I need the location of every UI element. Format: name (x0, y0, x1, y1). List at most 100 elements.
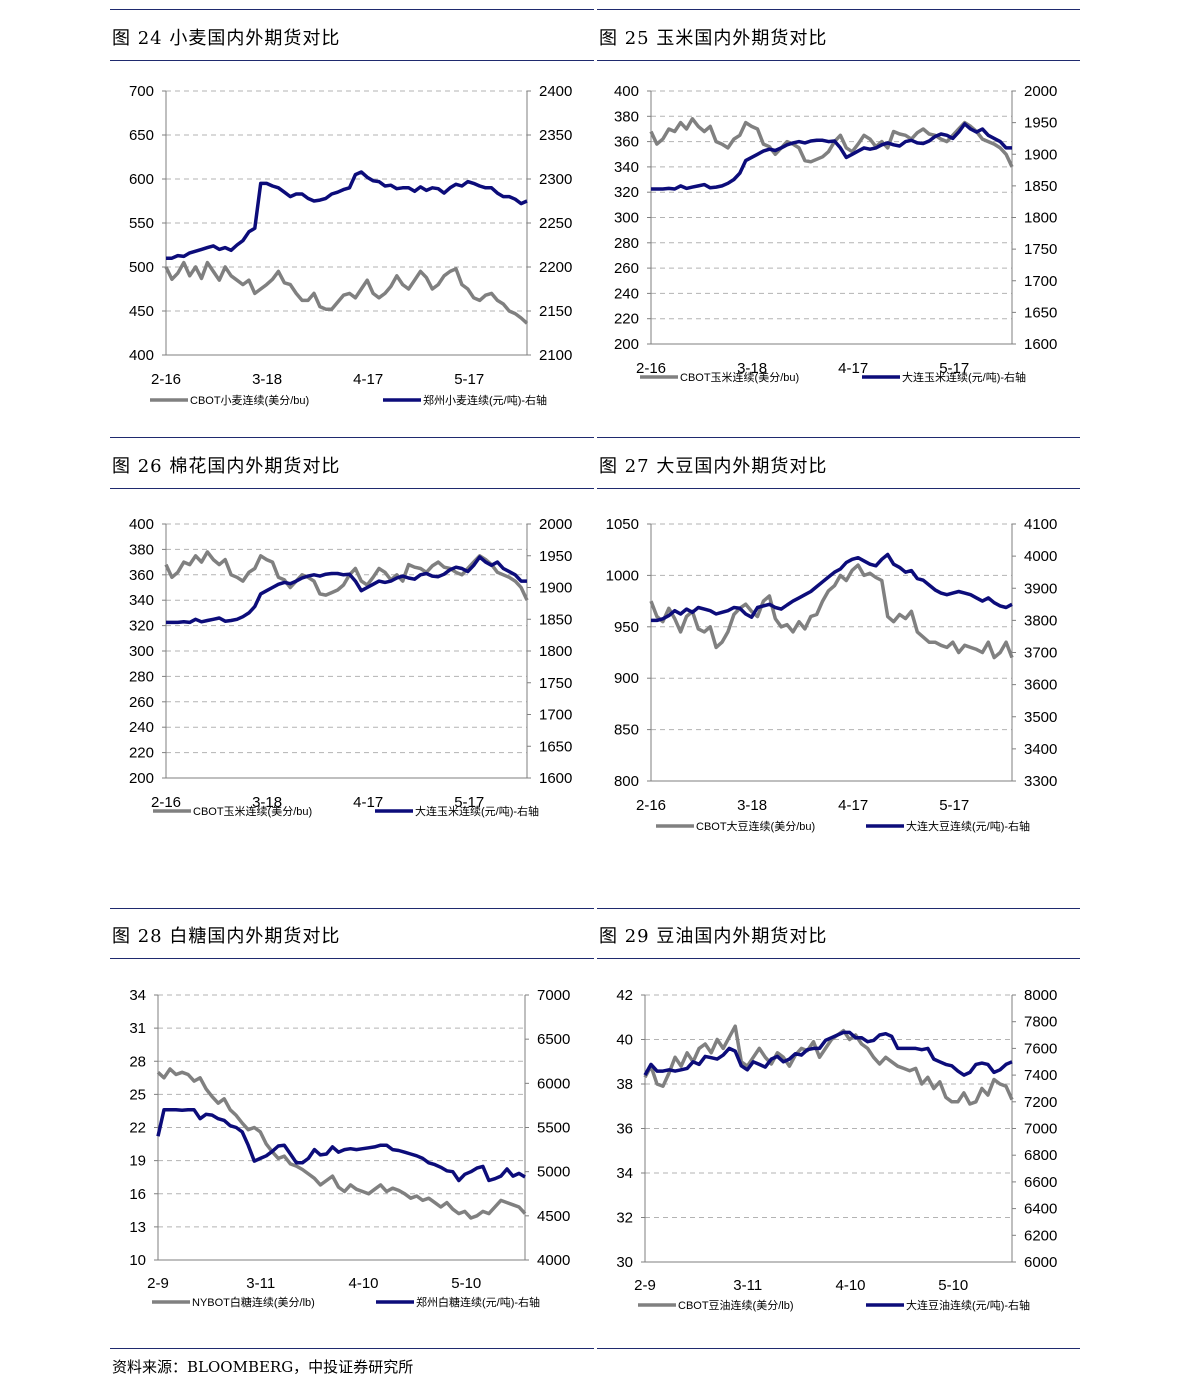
legend-label-2: 大连豆油连续(元/吨)-右轴 (906, 1298, 1030, 1312)
y-left-tick-label: 200 (614, 336, 639, 353)
y-right-tick-label: 1950 (1024, 115, 1057, 132)
y-left-tick-label: 220 (129, 745, 154, 762)
y-left-tick-label: 380 (129, 541, 154, 558)
y-left-tick-label: 650 (129, 127, 154, 144)
y-right-tick-label: 1750 (1024, 241, 1057, 258)
y-right-tick-label: 1800 (1024, 210, 1057, 227)
rule-mid-left-2 (110, 908, 594, 909)
y-left-tick-label: 300 (614, 210, 639, 227)
y-left-tick-label: 280 (129, 668, 154, 685)
y-right-tick-label: 1950 (539, 548, 572, 565)
rule-title-left-2 (110, 488, 594, 489)
y-left-tick-label: 260 (129, 694, 154, 711)
y-right-tick-label: 3400 (1024, 741, 1057, 758)
x-tick-label: 3-18 (737, 797, 767, 814)
x-tick-label: 4-17 (353, 794, 383, 811)
legend-label-1: CBOT玉米连续(美分/bu) (193, 804, 312, 818)
y-left-tick-label: 240 (614, 285, 639, 302)
y-left-tick-label: 600 (129, 171, 154, 188)
y-left-tick-label: 36 (616, 1121, 633, 1138)
y-left-tick-label: 240 (129, 719, 154, 736)
series-line-2 (651, 122, 1012, 191)
rule-title-right-1 (597, 60, 1080, 61)
x-tick-label: 3-11 (246, 1275, 275, 1292)
y-right-tick-label: 2000 (539, 516, 572, 533)
legend-label-2: 大连玉米连续(元/吨)-右轴 (902, 370, 1026, 384)
y-left-tick-label: 550 (129, 215, 154, 232)
chart-title-cotton: 图 26 棉花国内外期货对比 (112, 456, 341, 477)
y-right-tick-label: 1600 (539, 770, 572, 787)
y-right-tick-label: 6000 (537, 1075, 570, 1092)
x-tick-label: 5-17 (939, 360, 969, 377)
series-line-1 (156, 1067, 527, 1220)
y-right-tick-label: 2100 (539, 347, 572, 364)
y-right-tick-label: 1850 (1024, 178, 1057, 195)
y-right-tick-label: 6800 (1024, 1147, 1057, 1164)
x-tick-label: 4-17 (838, 797, 868, 814)
y-right-tick-label: 6500 (537, 1031, 570, 1048)
y-left-tick-label: 700 (129, 83, 154, 100)
y-left-tick-label: 28 (129, 1053, 146, 1070)
series-line-2 (651, 552, 1013, 623)
y-left-tick-label: 220 (614, 311, 639, 328)
legend-label-1: CBOT玉米连续(美分/bu) (680, 370, 799, 384)
y-left-tick-label: 340 (129, 592, 154, 609)
y-left-tick-label: 1050 (606, 516, 639, 533)
y-left-tick-label: 300 (129, 643, 154, 660)
x-tick-label: 3-18 (737, 360, 767, 377)
chart-body: 800 850 900 950 1000 1050 3300 3400 3500 3600 3700… (606, 516, 1058, 833)
legend-label-1: NYBOT白糖连续(美分/lb) (192, 1295, 315, 1309)
y-left-tick-label: 10 (129, 1252, 146, 1269)
y-right-tick-label: 2200 (539, 259, 572, 276)
y-left-tick-label: 42 (616, 987, 633, 1004)
y-right-tick-label: 1650 (1024, 304, 1057, 321)
legend-label-1: CBOT豆油连续(美分/lb) (678, 1298, 794, 1312)
x-tick-label: 4-17 (838, 360, 868, 377)
y-left-tick-label: 13 (129, 1219, 146, 1236)
y-left-tick-label: 34 (616, 1165, 633, 1182)
x-tick-label: 5-10 (938, 1277, 968, 1294)
y-right-tick-label: 4000 (537, 1252, 570, 1269)
y-left-tick-label: 500 (129, 259, 154, 276)
y-left-tick-label: 320 (129, 618, 154, 635)
y-right-tick-label: 3600 (1024, 677, 1057, 694)
x-tick-label: 5-17 (939, 797, 969, 814)
x-tick-label: 4-10 (349, 1275, 379, 1292)
series-line-2 (156, 1108, 526, 1183)
y-right-tick-label: 2150 (539, 303, 572, 320)
x-tick-label: 4-10 (836, 1277, 866, 1294)
y-right-tick-label: 2400 (539, 83, 572, 100)
chart-title-soyoil: 图 29 豆油国内外期货对比 (599, 926, 828, 947)
y-right-tick-label: 6600 (1024, 1174, 1057, 1191)
x-tick-label: 2-16 (151, 794, 181, 811)
y-left-tick-label: 400 (129, 347, 154, 364)
y-left-tick-label: 32 (616, 1210, 633, 1227)
y-left-tick-label: 320 (614, 184, 639, 201)
rule-top-right (597, 9, 1080, 10)
chart-body: 400 450 500 550 600 650 700 2100 2150 2200 2250 230… (129, 83, 572, 407)
y-right-tick-label: 3900 (1024, 580, 1057, 597)
y-left-tick-label: 950 (614, 619, 639, 636)
rule-title-left-3 (110, 958, 594, 959)
x-tick-label: 2-16 (151, 371, 181, 388)
chart-body: 30 32 34 36 38 40 42 6000 6200 6400 6600 6800 7000 72… (616, 987, 1057, 1312)
y-right-tick-label: 2000 (1024, 83, 1057, 100)
legend-label-2: 郑州小麦连续(元/吨)-右轴 (423, 393, 547, 407)
x-tick-label: 2-16 (636, 797, 666, 814)
chart-title-wheat: 图 24 小麦国内外期货对比 (112, 28, 341, 49)
y-right-tick-label: 1650 (539, 738, 572, 755)
series-line-1 (649, 563, 1014, 660)
rule-title-right-2 (597, 488, 1080, 489)
y-right-tick-label: 1800 (539, 643, 572, 660)
y-left-tick-label: 25 (129, 1086, 146, 1103)
x-tick-label: 2-9 (147, 1275, 169, 1292)
y-right-tick-label: 6000 (1024, 1254, 1057, 1271)
y-right-tick-label: 1900 (539, 580, 572, 597)
y-left-tick-label: 380 (614, 108, 639, 125)
y-right-tick-label: 3500 (1024, 709, 1057, 726)
chart-body: 200 220 240 260 280 300 320 340 360 380 400 1600 165… (129, 516, 572, 818)
